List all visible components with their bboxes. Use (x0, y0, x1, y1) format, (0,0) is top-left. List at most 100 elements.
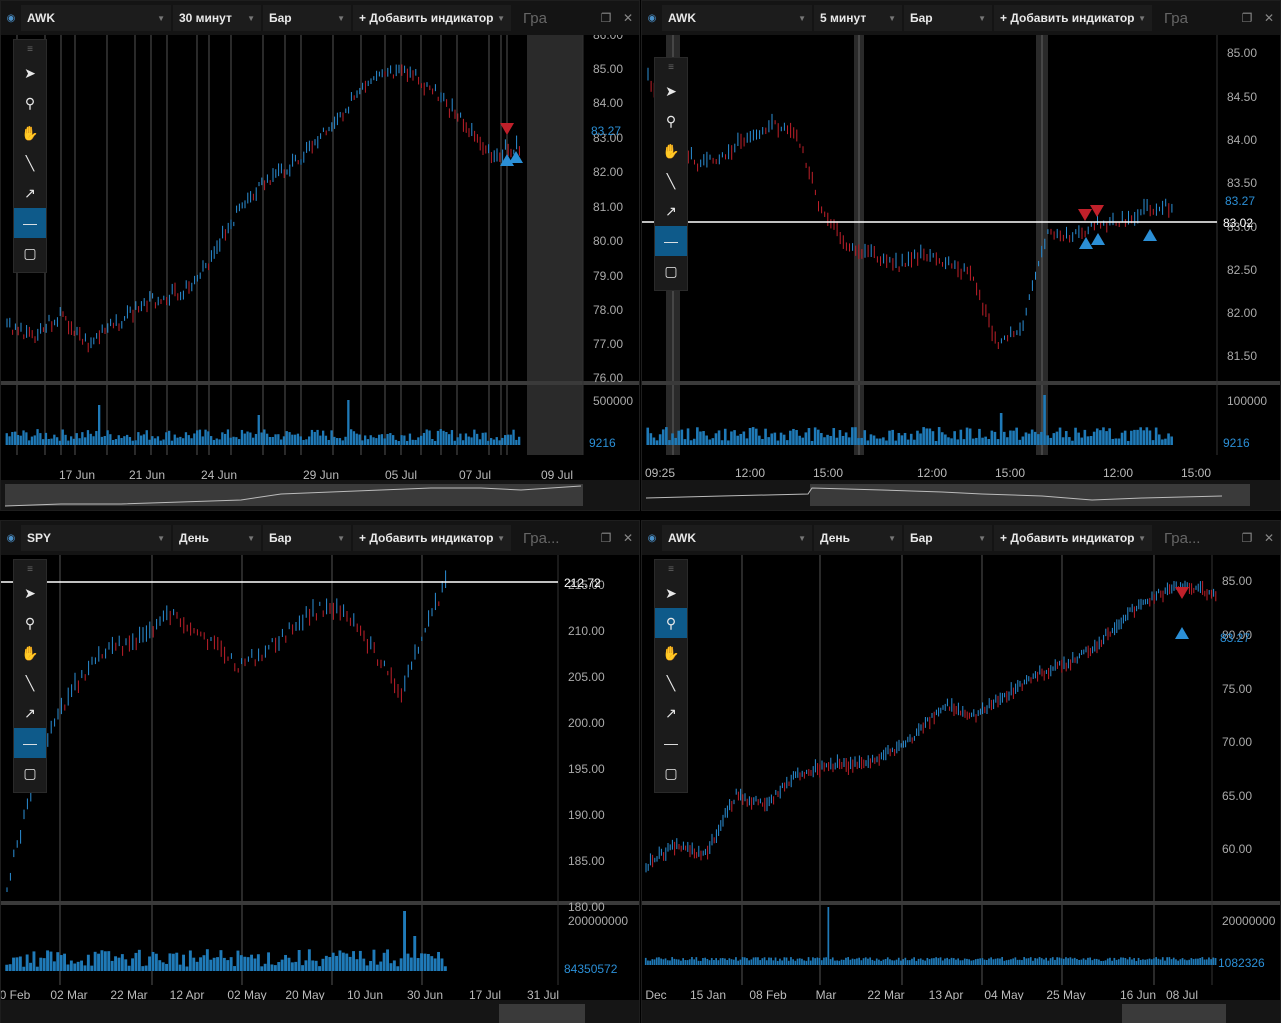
graph-tab[interactable]: Гра... (523, 529, 560, 547)
hand-icon[interactable]: ✋ (21, 124, 39, 141)
interval-select[interactable]: День ▼ (173, 525, 261, 551)
chart-style-select[interactable]: Бар ▼ (263, 525, 351, 551)
graph-tab[interactable]: Гра (1164, 9, 1188, 27)
rect-icon[interactable]: ▢ (664, 764, 678, 781)
zoom-icon[interactable]: ⚲ (665, 112, 677, 129)
hand-icon[interactable]: ✋ (21, 644, 39, 661)
pointer-icon[interactable]: ➤ (665, 82, 677, 99)
restore-icon[interactable]: ❐ (600, 11, 612, 25)
volume-bar (1139, 959, 1142, 965)
hand-icon[interactable]: ✋ (662, 142, 680, 159)
navigator-bar[interactable] (1, 1000, 639, 1023)
interval-select[interactable]: 30 минут ▼ (173, 5, 261, 31)
toolbar-grip-icon[interactable]: ≡ (668, 61, 674, 73)
volume-bar (1136, 429, 1139, 445)
navigator-bar[interactable] (642, 1000, 1280, 1023)
pointer-icon[interactable]: ➤ (665, 584, 677, 601)
chart-style-select[interactable]: Бар ▼ (263, 5, 351, 31)
volume-bar (409, 957, 413, 971)
restore-icon[interactable]: ❐ (1241, 11, 1253, 25)
volume-bar (29, 962, 32, 971)
link-dot-icon[interactable]: ◉ (647, 532, 657, 544)
volume-bar (338, 950, 342, 971)
line-icon[interactable]: ╲ (666, 674, 676, 691)
link-dot-icon[interactable]: ◉ (6, 12, 16, 24)
link-dot-icon[interactable]: ◉ (6, 532, 16, 544)
volume-bar (669, 960, 671, 965)
add-indicator-button[interactable]: + Добавить индикатор ▼ (353, 5, 511, 31)
toolbar-grip-icon[interactable]: ≡ (27, 43, 33, 55)
volume-bar (490, 438, 493, 445)
navigator-window[interactable] (5, 484, 583, 506)
volume-bar (1210, 959, 1212, 965)
volume-bar (464, 433, 468, 445)
volume-bar (1084, 959, 1087, 965)
volume-bar (192, 957, 196, 971)
price-chart[interactable]: 215.00 210.00 205.00 200.00 195.00 190.00 185.… (1, 555, 640, 1002)
ticker-select[interactable]: SPY ▼ (21, 525, 171, 551)
navigator-window[interactable] (499, 1004, 585, 1023)
navigator-window[interactable] (1122, 1004, 1226, 1023)
interval-select[interactable]: День ▼ (814, 525, 902, 551)
price-chart[interactable]: 85.00 84.50 84.00 83.50 83.00 82.50 82.00 81.50… (642, 35, 1281, 482)
ticker-select[interactable]: AWK ▼ (662, 525, 812, 551)
close-icon[interactable]: ✕ (1263, 531, 1275, 545)
chart-style-select[interactable]: Бар ▼ (904, 525, 992, 551)
volume-bar (1036, 958, 1039, 965)
volume-bar (423, 953, 427, 971)
navigator-bar[interactable] (642, 480, 1280, 510)
restore-icon[interactable]: ❐ (1241, 531, 1253, 545)
zoom-icon[interactable]: ⚲ (24, 614, 36, 631)
chart-style-select[interactable]: Бар ▼ (904, 5, 992, 31)
arrow-icon[interactable]: ↗ (665, 704, 677, 721)
toolbar-grip-icon[interactable]: ≡ (668, 563, 674, 575)
line-icon[interactable]: ╲ (25, 674, 35, 691)
ticker-select[interactable]: AWK ▼ (21, 5, 171, 31)
graph-tab[interactable]: Гра... (1164, 529, 1201, 547)
rect-icon[interactable]: ▢ (23, 764, 37, 781)
navigator-bar[interactable] (1, 480, 639, 510)
graph-tab[interactable]: Гра (523, 9, 547, 27)
add-indicator-button[interactable]: + Добавить индикатор ▼ (353, 525, 511, 551)
add-indicator-button[interactable]: + Добавить индикатор ▼ (994, 525, 1152, 551)
pointer-icon[interactable]: ➤ (24, 64, 36, 81)
arrow-icon[interactable]: ↗ (24, 704, 36, 721)
volume-bar (98, 405, 101, 445)
hand-icon[interactable]: ✋ (662, 644, 680, 661)
volume-bar (1148, 430, 1152, 445)
navigator-window[interactable] (810, 484, 1250, 506)
add-indicator-button[interactable]: + Добавить индикатор ▼ (994, 5, 1152, 31)
line-icon[interactable]: ╲ (666, 172, 676, 189)
volume-bar (1040, 431, 1043, 445)
restore-icon[interactable]: ❐ (600, 531, 612, 545)
zoom-icon[interactable]: ⚲ (24, 94, 36, 111)
volume-bar (28, 440, 31, 445)
price-chart[interactable]: 86.00 85.00 84.00 83.00 82.00 81.00 80.00 79.00… (1, 35, 640, 482)
hline-icon[interactable]: — (664, 735, 678, 751)
close-icon[interactable]: ✕ (622, 531, 634, 545)
ticker-select[interactable]: AWK ▼ (662, 5, 812, 31)
zoom-icon[interactable]: ⚲ (655, 608, 687, 638)
volume-bar (644, 957, 647, 965)
rect-icon[interactable]: ▢ (23, 244, 37, 261)
volume-bar (25, 954, 29, 971)
arrow-icon[interactable]: ↗ (665, 202, 677, 219)
rect-icon[interactable]: ▢ (664, 262, 678, 279)
hline-icon[interactable]: — (655, 226, 687, 256)
close-icon[interactable]: ✕ (1263, 11, 1275, 25)
volume-bar (249, 432, 252, 445)
price-axis-label: 82.50 (1227, 263, 1257, 277)
interval-select[interactable]: 5 минут ▼ (814, 5, 902, 31)
pointer-icon[interactable]: ➤ (24, 584, 36, 601)
price-chart[interactable]: 85.00 80.00 75.00 70.00 65.00 60.00 20000000 10… (642, 555, 1281, 1002)
line-icon[interactable]: ╲ (25, 154, 35, 171)
arrow-icon[interactable]: ↗ (24, 184, 36, 201)
volume-bar (327, 439, 330, 445)
close-icon[interactable]: ✕ (622, 11, 634, 25)
volume-bar (937, 427, 941, 445)
volume-bar (860, 437, 863, 445)
toolbar-grip-icon[interactable]: ≡ (27, 563, 33, 575)
link-dot-icon[interactable]: ◉ (647, 12, 657, 24)
hline-icon[interactable]: — (14, 208, 46, 238)
hline-icon[interactable]: — (14, 728, 46, 758)
